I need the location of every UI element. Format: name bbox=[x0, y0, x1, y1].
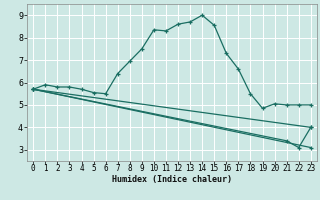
X-axis label: Humidex (Indice chaleur): Humidex (Indice chaleur) bbox=[112, 175, 232, 184]
